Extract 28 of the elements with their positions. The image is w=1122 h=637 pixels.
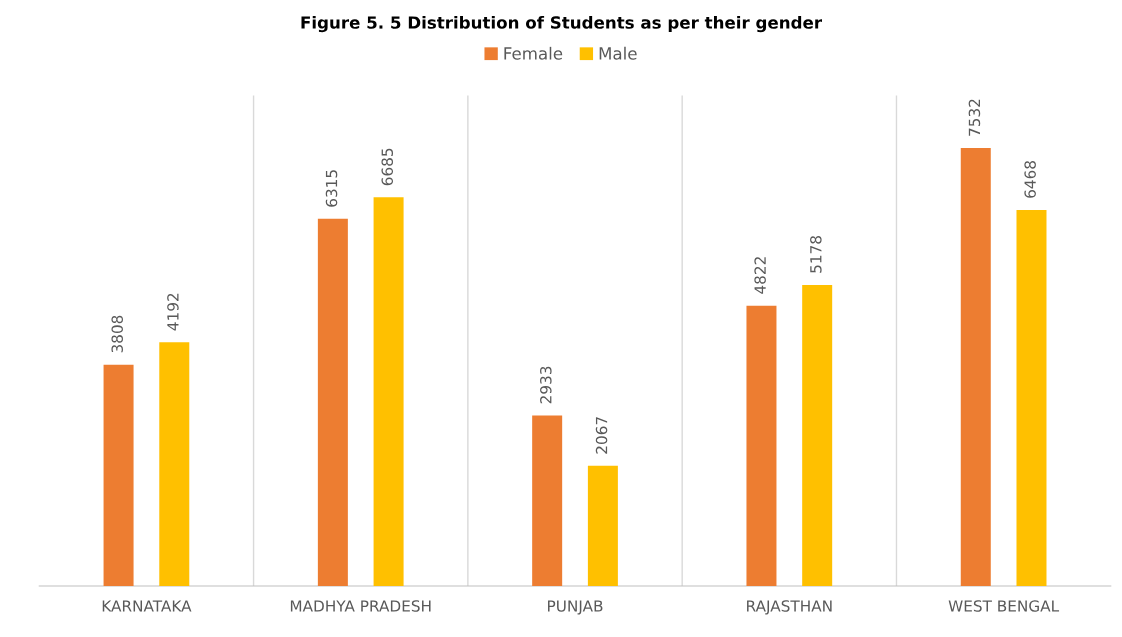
x-tick-label: RAJASTHAN [747, 600, 832, 615]
data-label: 4822 [754, 257, 766, 294]
chart-title: Figure 5. 5 Distribution of Students as per their gender [301, 15, 822, 33]
x-tick-label: MADHYA PRADESH [290, 600, 431, 612]
x-tick-label: WEST BENGAL [948, 600, 1060, 612]
bar [532, 415, 563, 587]
bar [746, 305, 777, 587]
data-label: 5178 [810, 236, 822, 273]
data-label: 7532 [968, 99, 981, 136]
data-label: 4192 [167, 293, 179, 331]
bar [317, 218, 348, 587]
x-tick-label: KARNATAKA [102, 600, 192, 612]
bar [103, 364, 134, 587]
data-label: 6315 [325, 170, 338, 207]
bar [159, 342, 190, 587]
bar [1016, 209, 1047, 587]
bar [587, 465, 618, 587]
legend-label: Female [504, 46, 563, 60]
data-label: 2933 [540, 366, 552, 404]
bar [802, 284, 833, 587]
bar [960, 148, 991, 587]
data-label: 6468 [1024, 161, 1036, 198]
data-label: 2067 [595, 417, 608, 454]
bar [373, 197, 404, 587]
x-tick-label: PUNJAB [548, 600, 603, 615]
data-label: 3808 [111, 315, 123, 353]
legend-label: Male [599, 46, 637, 60]
data-label: 6685 [381, 148, 394, 186]
